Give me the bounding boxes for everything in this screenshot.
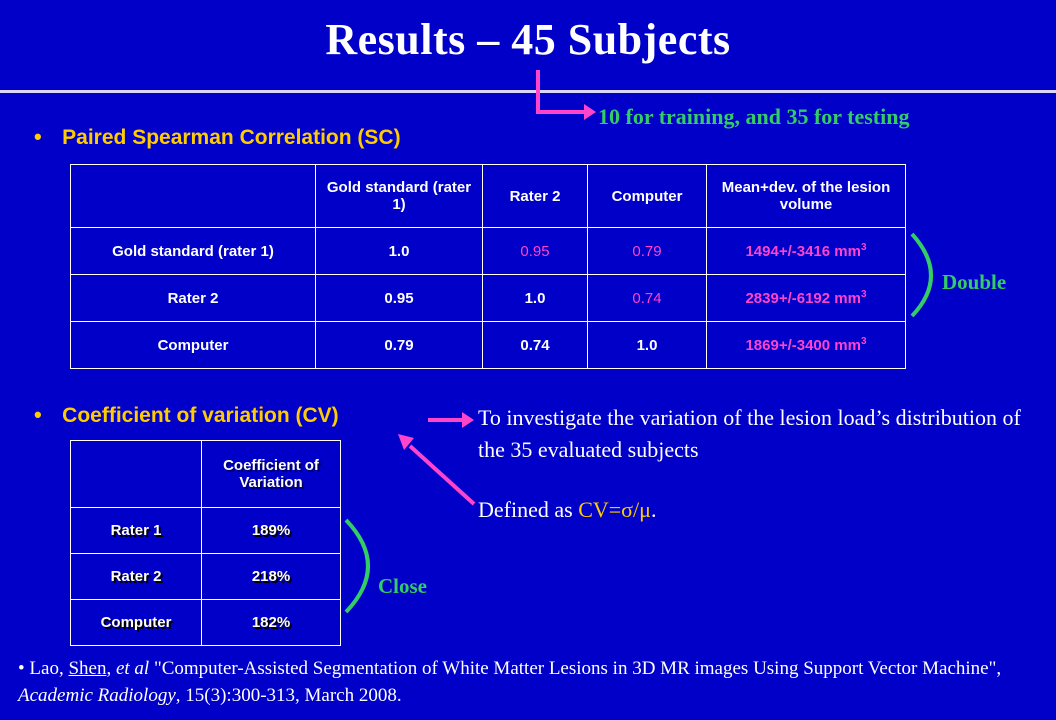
close-label: Close <box>378 574 427 598</box>
training-arrow-icon <box>536 70 584 114</box>
cv-formula: CV=σ/μ <box>578 497 651 522</box>
column-header <box>70 440 202 508</box>
reference-citation: • Lao, Shen, et al "Computer-Assisted Se… <box>18 658 1002 706</box>
cv-definition: Defined as CV=σ/μ. <box>478 497 657 522</box>
table-cell: 0.74 <box>482 321 588 369</box>
definition-arrowhead-icon <box>398 434 414 450</box>
volume-cell: 1494+/-3416 mm3 <box>706 227 906 275</box>
cv-table: Coefficient of Variation Rater 1 189% Ra… <box>70 440 341 646</box>
sc-heading: Paired Spearman Correlation (SC) <box>62 126 401 149</box>
double-label: Double <box>942 270 1007 294</box>
table-row: Gold standard (rater 1) 1.0 0.95 0.79 14… <box>70 227 906 275</box>
close-bracket-icon <box>344 518 370 614</box>
row-label: Rater 2 <box>70 274 316 322</box>
bullet-icon: • <box>34 402 42 427</box>
table-cell: 1.0 <box>482 274 588 322</box>
table-cell: 0.95 <box>315 274 483 322</box>
cv-heading: Coefficient of variation (CV) <box>62 404 339 427</box>
table-cell: 218% <box>201 553 341 600</box>
title-divider <box>0 90 1056 93</box>
column-header: Mean+dev. of the lesion volume <box>706 164 906 228</box>
row-label: Computer <box>70 599 202 646</box>
table-cell: 1.0 <box>587 321 707 369</box>
sc-bullet: • Paired Spearman Correlation (SC) <box>34 124 401 150</box>
bullet-icon: • <box>34 124 42 149</box>
table-row: Computer 182% <box>70 599 341 646</box>
table-row: Rater 1 189% <box>70 507 341 554</box>
cv-arrowhead-icon <box>462 412 474 428</box>
training-arrowhead-icon <box>584 104 596 120</box>
definition-arrow-icon <box>408 444 476 506</box>
training-note: 10 for training, and 35 for testing <box>598 104 910 129</box>
row-label: Gold standard (rater 1) <box>70 227 316 275</box>
table-row: Rater 2 218% <box>70 553 341 600</box>
table-header-row: Coefficient of Variation <box>70 440 341 508</box>
table-cell: 0.79 <box>315 321 483 369</box>
table-cell: 182% <box>201 599 341 646</box>
table-cell: 0.79 <box>587 227 707 275</box>
slide-title: Results – 45 Subjects <box>325 15 731 64</box>
column-header <box>70 164 316 228</box>
table-header-row: Gold standard (rater 1) Rater 2 Computer… <box>70 164 906 228</box>
table-row: Rater 2 0.95 1.0 0.74 2839+/-6192 mm3 <box>70 274 906 322</box>
volume-cell: 1869+/-3400 mm3 <box>706 321 906 369</box>
table-cell: 1.0 <box>315 227 483 275</box>
column-header: Rater 2 <box>482 164 588 228</box>
cv-explanation: To investigate the variation of the lesi… <box>478 405 1021 462</box>
row-label: Computer <box>70 321 316 369</box>
spearman-table: Gold standard (rater 1) Rater 2 Computer… <box>70 164 906 369</box>
table-row: Computer 0.79 0.74 1.0 1869+/-3400 mm3 <box>70 321 906 369</box>
cv-bullet: • Coefficient of variation (CV) <box>34 402 339 428</box>
double-bracket-icon <box>910 232 933 318</box>
table-cell: 0.95 <box>482 227 588 275</box>
row-label: Rater 2 <box>70 553 202 600</box>
